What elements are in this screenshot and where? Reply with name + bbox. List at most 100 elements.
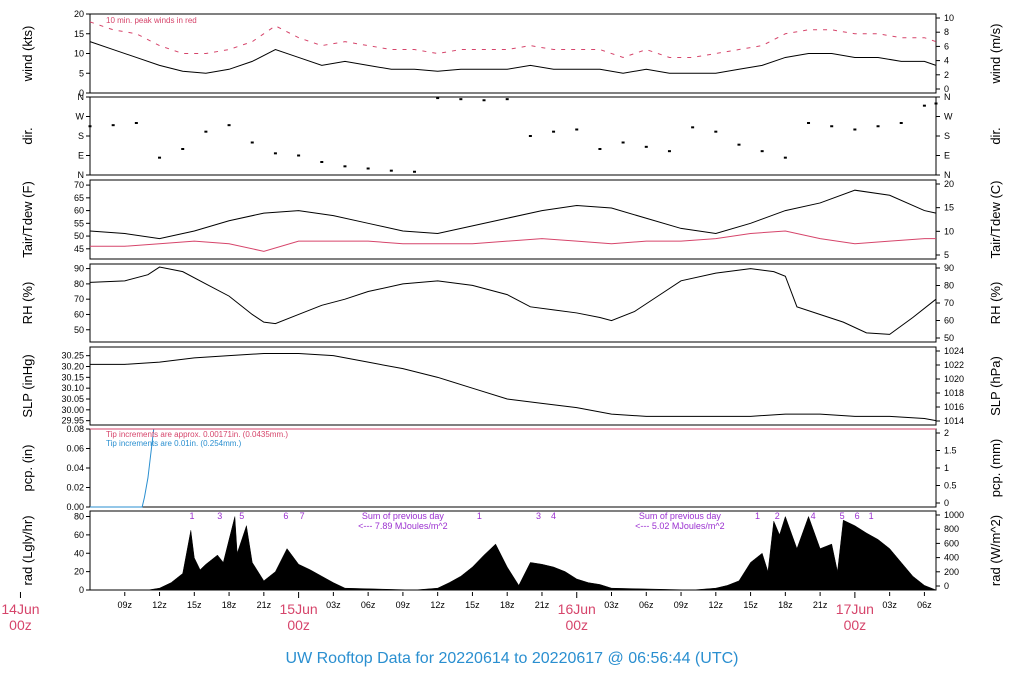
pcp-ytick-right-label: 0: [944, 498, 949, 508]
wind-ytick-label: 5: [79, 68, 84, 78]
panel-temp: 45 50 55 60 65 70 5 10 15 20 Tair/Tdew (F) Tair/Tde…: [20, 179, 1003, 260]
temp-line-tdew: [90, 230, 936, 252]
date-label-day: 15Jun: [280, 601, 318, 617]
dir-point: [621, 141, 625, 144]
date-label-time: 00z: [287, 617, 310, 633]
rad-day-summary-line1: Sum of previous day: [639, 511, 722, 521]
pcp-ytick-label: 0.02: [66, 483, 84, 493]
slp-ytick-right-label: 1018: [944, 388, 964, 398]
dir-point: [714, 130, 718, 133]
wind-line-speed: [89, 41, 937, 74]
pcp-ytick-label: 0.00: [66, 502, 84, 512]
hour-tick-label: 03z: [326, 600, 341, 610]
dir-point: [667, 150, 671, 153]
slp-ytick-right-label: 1014: [944, 416, 964, 426]
time-axis: 09z 12z 15z 18z 21z 03z 06z 09z 12z 15z 18z 21z 03z 0…: [1, 592, 932, 633]
rad-event-label: 3: [217, 511, 222, 521]
dir-point: [528, 135, 532, 137]
dir-point: [88, 125, 92, 128]
rh-ytick-right-label: 60: [944, 316, 954, 326]
hour-tick-label: 15z: [743, 600, 758, 610]
pcp-ytick-right-label: 0.5: [944, 481, 957, 491]
rad-ytick-right-label: 0: [944, 581, 949, 591]
date-label-day: 14Jun: [1, 601, 39, 617]
hour-tick-label: 03z: [882, 600, 897, 610]
temp-ytick-label: 70: [74, 180, 84, 190]
date-label-day: 17Jun: [836, 601, 874, 617]
wind-ytick-right-label: 10: [944, 13, 954, 23]
rad-ytick-label: 40: [74, 548, 84, 558]
wind-ytick-label: 0: [79, 88, 84, 98]
dir-ytick-right-label: W: [944, 112, 953, 122]
rh-ylabel: RH (%): [20, 282, 35, 325]
dir-ytick-label: E: [78, 151, 84, 161]
dir-ytick-right-label: S: [944, 131, 950, 141]
slp-ytick-right-label: 1024: [944, 346, 964, 356]
dir-point: [181, 148, 185, 150]
rad-ytick-right-label: 1000: [944, 510, 964, 520]
slp-ytick-label: 30.25: [61, 351, 84, 361]
dir-point: [807, 122, 811, 124]
hour-tick-label: 21z: [535, 600, 550, 610]
rad-day-summary-line2: <--- 7.89 MJoules/m^2: [358, 521, 448, 531]
dir-point: [111, 124, 115, 127]
slp-ytick-right-label: 1016: [944, 402, 964, 412]
hour-tick-label: 12z: [430, 600, 445, 610]
pcp-ylabel: pcp. (in): [20, 445, 35, 492]
panel-pcp: 0.00 0.02 0.04 0.06 0.08 0 0.5 1 1.5 2 pcp. (in) pc…: [20, 424, 1003, 512]
rad-event-label: 3: [536, 511, 541, 521]
temp-ylabel: Tair/Tdew (F): [20, 181, 35, 258]
dir-point: [412, 170, 416, 173]
rh-ytick-right-label: 70: [944, 298, 954, 308]
hour-tick-label: 12z: [152, 600, 167, 610]
hour-tick-label: 15z: [187, 600, 202, 610]
rad-ytick-right-label: 200: [944, 567, 959, 577]
slp-frame: [89, 346, 937, 426]
pcp-ytick-label: 0.08: [66, 424, 84, 434]
slp-ytick-label: 30.15: [61, 372, 84, 382]
temp-ytick-right-label: 15: [944, 203, 954, 213]
rad-ytick-label: 80: [74, 512, 84, 522]
dir-frame: [89, 96, 937, 176]
dir-point: [366, 167, 370, 170]
rad-event-label: 1: [755, 511, 760, 521]
temp-ytick-label: 60: [74, 206, 84, 216]
dir-point: [644, 145, 648, 148]
pcp-ytick-label: 0.04: [66, 463, 84, 473]
slp-ytick-label: 30.10: [61, 383, 84, 393]
dir-point: [482, 99, 486, 102]
dir-ytick-label: N: [78, 92, 85, 102]
rad-ytick-label: 20: [74, 567, 84, 577]
rh-ytick-right-label: 80: [944, 281, 954, 291]
dir-point: [297, 154, 301, 157]
rad-event-label: 5: [840, 511, 845, 521]
hour-tick-label: 12z: [709, 600, 724, 610]
temp-frame: [89, 179, 937, 260]
slp-ytick-right-label: 1022: [944, 360, 964, 370]
hour-tick-label: 21z: [257, 600, 272, 610]
rh-ytick-right-label: 90: [944, 263, 954, 273]
wind-ytick-right-label: 0: [944, 84, 949, 94]
dir-point: [459, 98, 463, 101]
hour-tick-label: 21z: [813, 600, 828, 610]
hour-tick-label: 18z: [222, 600, 237, 610]
rad-ylabel: rad (Lgly/hr): [20, 515, 35, 585]
dir-point: [204, 130, 208, 133]
rh-ytick-label: 60: [74, 309, 84, 319]
rh-ytick-label: 50: [74, 325, 84, 335]
rad-event-label: 1: [477, 511, 482, 521]
date-label-time: 00z: [844, 617, 867, 633]
hour-tick-label: 18z: [778, 600, 793, 610]
hour-tick-label: 09z: [118, 600, 133, 610]
dir-point: [343, 165, 347, 168]
hour-tick-label: 03z: [604, 600, 619, 610]
rh-ytick-label: 80: [74, 279, 84, 289]
dir-point: [853, 128, 857, 131]
pcp-annotation-coarse: Tip increments are 0.01in. (0.254mm.): [106, 439, 242, 448]
dir-point: [934, 102, 938, 105]
temp-ylabel-right: Tair/Tdew (C): [988, 180, 1003, 258]
rad-day-summary-line1: Sum of previous day: [362, 511, 445, 521]
rad-event-label: 1: [869, 511, 874, 521]
